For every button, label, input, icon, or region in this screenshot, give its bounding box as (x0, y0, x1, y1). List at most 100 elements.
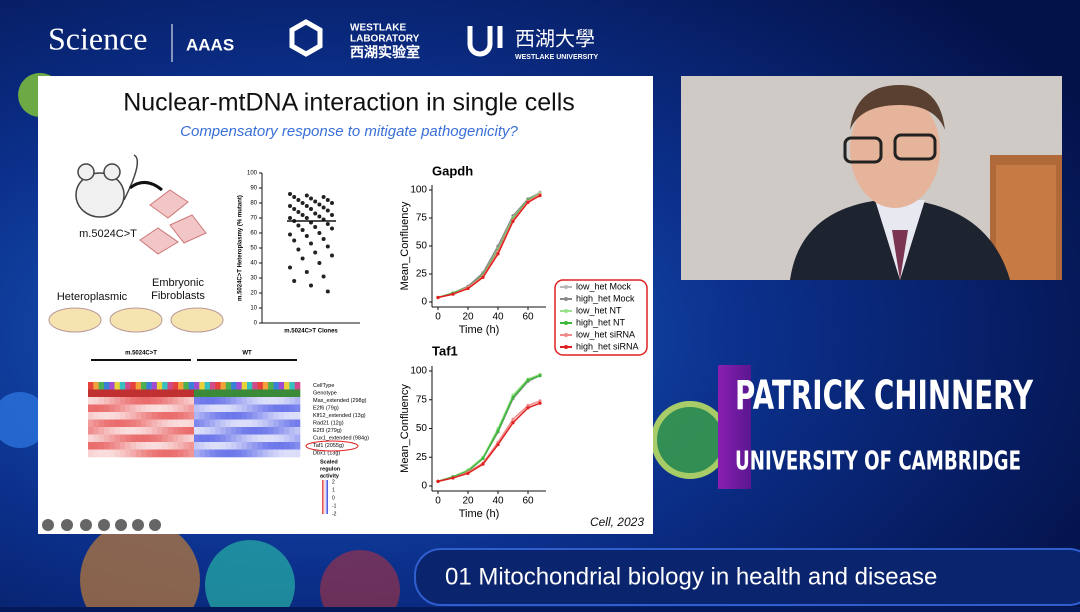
heatmap-cell (141, 412, 147, 420)
heatmap-cell (199, 419, 205, 428)
heatmap-cell (146, 397, 152, 405)
scatter-point (330, 201, 334, 205)
series-point (526, 406, 530, 410)
heatmap-cell (215, 434, 221, 443)
heatmap-cell (262, 404, 269, 413)
heatmap-cell (178, 427, 184, 435)
x-tick-label: 40 (492, 496, 504, 507)
heatmap-cell (135, 434, 142, 443)
heatmap-cell (125, 412, 131, 420)
heatmap-cell (289, 419, 295, 428)
heatmap-cell (273, 434, 280, 443)
logo-icon (289, 19, 323, 57)
heatmap-cell (241, 404, 248, 413)
logo-icon (467, 26, 503, 57)
heatmap-cell (125, 442, 131, 450)
y-tick-label: 50 (250, 246, 257, 252)
heatmap-cell (178, 434, 184, 443)
heatmap-cell (114, 419, 121, 428)
heatmap-cell (252, 397, 258, 405)
heatmap-cell (162, 419, 168, 428)
series-line (437, 194, 541, 299)
heatmap-cell (268, 449, 274, 458)
heatmap-cell (167, 449, 174, 458)
heatmap-cell (220, 442, 227, 450)
y-tick-label: 80 (250, 201, 257, 207)
heatmap-cell (268, 397, 274, 405)
heatmap-cell (156, 427, 163, 435)
heatmap-cell (241, 449, 248, 458)
heatmap-cell (284, 382, 290, 390)
series-point (466, 286, 470, 291)
heatmap-cell (194, 397, 200, 405)
heatmap-cell (204, 449, 211, 458)
heatmap-cell (294, 434, 301, 443)
heatmap-cell (141, 404, 147, 413)
mouse (75, 154, 139, 218)
heatmap-cell (204, 412, 211, 420)
decor (0, 73, 729, 612)
heatmap-cell (172, 404, 179, 413)
x-tick-label: 40 (492, 312, 504, 323)
heatmap-cell (151, 442, 158, 450)
scatter-point (317, 214, 322, 219)
heatmap-cell (215, 412, 221, 420)
heatmap-cell (146, 389, 152, 398)
dishes (48, 307, 224, 333)
x-axis-label: Time (h) (459, 324, 500, 336)
scatter-point (330, 213, 334, 217)
heatmap-cell (294, 382, 301, 390)
scatter-point (300, 256, 305, 261)
heatmap-cell (257, 419, 264, 428)
heatmap-cell (162, 427, 168, 435)
heatmap-cell (125, 434, 131, 443)
scatter-point (288, 265, 292, 270)
citation: Cell, 2023 (590, 515, 644, 529)
heatmap-cell (199, 449, 205, 458)
heatmap-cell (109, 442, 115, 450)
fibroblasts-icon (139, 189, 207, 255)
heatmap-cell (262, 419, 269, 428)
heatmap-cell (125, 404, 131, 413)
heatmap-cell (284, 449, 290, 458)
heatmap-cell (109, 389, 115, 398)
heatmap-cell (199, 404, 205, 413)
x-tick-label: 0 (435, 496, 441, 507)
heatmap-cell (278, 449, 285, 458)
heatmap-cell (294, 427, 301, 435)
heatmap-cell (151, 389, 158, 398)
heatmap-cell (204, 382, 211, 390)
y-tick-label: 50 (416, 241, 428, 252)
series-point (526, 200, 530, 204)
heatmap-cell (156, 382, 163, 390)
heatmap-cell (220, 419, 227, 428)
heatmap-cell (241, 434, 248, 443)
heatmap-cell (241, 427, 248, 435)
heatmap-cell (262, 449, 269, 458)
legend-swatch (564, 333, 568, 337)
heatmap-cell (289, 434, 295, 443)
legend-label: low_het NT (576, 305, 622, 315)
y-axis-label: m.5024C>T Heteroplasmy (% mutant) (238, 195, 244, 301)
heatmap-cell (156, 404, 163, 413)
heatmap-cell (188, 419, 195, 428)
heatmap-cell (252, 412, 258, 420)
heatmap-cell (247, 434, 253, 443)
heatmap-cell (109, 419, 115, 428)
heatmap-cell (162, 382, 168, 390)
heatmap-cell (194, 442, 200, 450)
y-tick-label: 0 (254, 321, 258, 327)
heatmap-cell (114, 397, 121, 405)
heatmap-cell (278, 419, 285, 428)
heatmap-legend-tick: 0 (332, 495, 335, 501)
heatmap-cell (172, 427, 179, 435)
heatmap-cell (98, 427, 105, 435)
heatmap-cell (268, 389, 274, 398)
heatmap-cell (284, 427, 290, 435)
y-tick-label: 25 (416, 452, 428, 463)
heatmap-cell (194, 389, 200, 398)
scatter-point (321, 274, 326, 279)
heatmap-cell (167, 389, 174, 398)
heatmap-cell (130, 404, 136, 413)
heatmap-cell (289, 442, 295, 450)
